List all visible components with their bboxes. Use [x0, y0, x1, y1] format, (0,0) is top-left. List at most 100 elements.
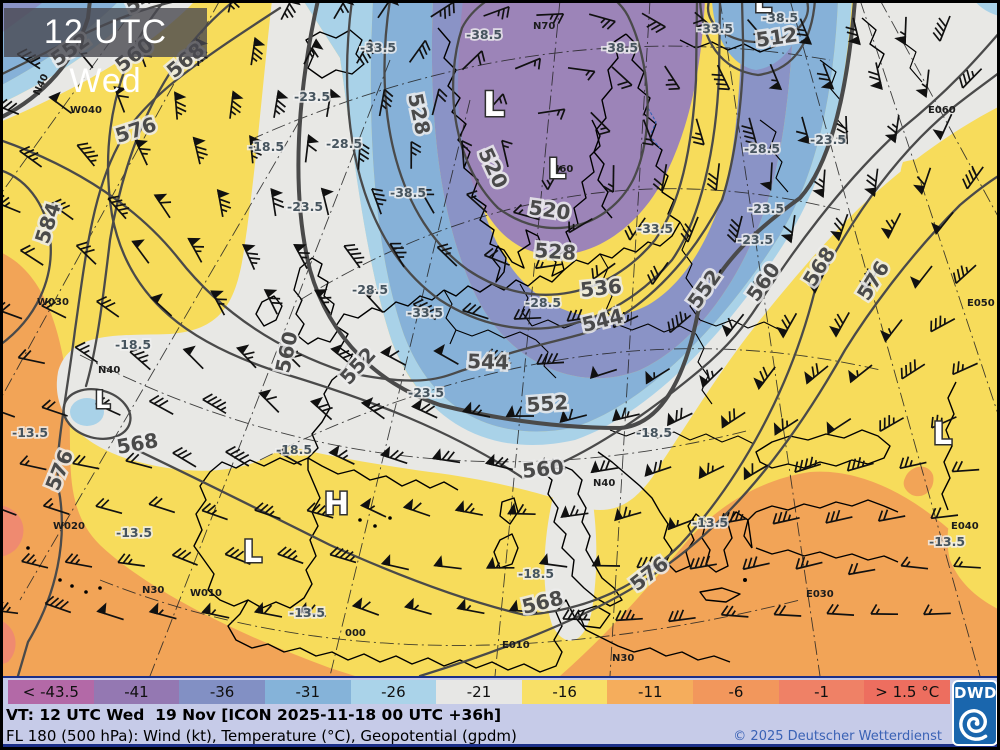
wind-barb [41, 399, 68, 417]
wind-barb [41, 298, 67, 319]
wind-barb [768, 63, 783, 91]
contour-label: 544 [467, 349, 510, 374]
wind-barb [614, 506, 642, 522]
grid-label: E060 [928, 105, 956, 116]
wind-barb [859, 266, 880, 293]
frame-top [0, 0, 1000, 3]
grid-label: N30 [612, 653, 634, 664]
wind-barb [216, 189, 232, 218]
wind-barb [667, 407, 693, 427]
wind-barb [923, 604, 951, 616]
temp-label: -28.5 [352, 282, 388, 297]
wind-barb [412, 298, 437, 321]
wind-barb [826, 603, 855, 616]
temp-label: -28.5 [326, 136, 362, 151]
grid-label: W040 [70, 105, 102, 116]
wind-barb [746, 19, 767, 44]
geopotential-contours-layer [0, 0, 1000, 676]
wind-barb [0, 498, 17, 516]
wind-barb [880, 319, 903, 343]
wind-barb [560, 505, 589, 518]
wind-barb [48, 91, 73, 114]
wind-barb [719, 510, 747, 525]
wind-barb [742, 556, 770, 571]
wind-barb [402, 498, 431, 517]
wind-barb [328, 445, 355, 465]
wind-barb [689, 555, 717, 570]
temp-label: -28.5 [744, 141, 780, 156]
wind-barb [514, 57, 542, 70]
wind-barb [825, 509, 853, 524]
wind-barb [877, 509, 906, 522]
wind-barb [512, 204, 540, 221]
temp-label: -23.5 [737, 232, 773, 247]
wind-barb [962, 165, 984, 190]
low-center-marker: L [95, 386, 110, 414]
legend-bin: > 1.5 °C [864, 680, 951, 704]
footer-level-description: FL 180 (500 hPa): Wind (kt), Temperature… [6, 727, 517, 745]
wind-barb [258, 389, 280, 413]
wind-barb [253, 602, 283, 618]
wind-barb [431, 88, 448, 116]
wind-barb [436, 243, 458, 267]
wind-barb [812, 169, 826, 199]
legend-bin: -41 [93, 680, 180, 704]
wind-barb [359, 497, 387, 518]
wind-barb [706, 163, 721, 191]
temp-label: -23.5 [294, 89, 330, 104]
wind-barb [588, 13, 616, 30]
wind-barb [148, 496, 176, 514]
low-center-marker: L [483, 85, 505, 125]
wind-barb [624, 217, 646, 241]
wind-barb [505, 405, 535, 418]
wind-barb [430, 1, 455, 19]
wind-barb [96, 295, 120, 318]
copyright-notice: © 2025 Deutscher Wetterdienst [733, 729, 942, 744]
wind-barb [433, 344, 459, 365]
wind-barb [701, 269, 722, 295]
wind-barb [279, 343, 302, 368]
wind-barb [910, 265, 933, 289]
temp-label: -23.5 [748, 201, 784, 216]
wind-barb [664, 65, 681, 91]
wind-barb [642, 119, 655, 146]
wind-barb [562, 609, 591, 621]
wind-barb [537, 108, 566, 120]
wind-barb [794, 18, 813, 45]
wind-barb [692, 11, 717, 35]
graticule-layer [0, 0, 1000, 676]
wind-barb [456, 598, 485, 615]
wind-barb [351, 597, 380, 616]
wind-barb [96, 602, 124, 621]
wind-barb [330, 343, 354, 367]
wind-barb [201, 602, 230, 619]
wind-barb [691, 118, 705, 146]
legend-bin: -36 [179, 680, 265, 704]
wind-barb [201, 502, 228, 521]
wind-barb [711, 64, 731, 91]
wind-barb [743, 463, 769, 481]
wind-barb [320, 187, 334, 216]
dwd-logo-label: DWD [954, 684, 997, 702]
wind-barb [826, 417, 852, 435]
low-center-marker: L [243, 535, 262, 570]
footer-valid-time: VT: 12 UTC Wed 19 Nov [ICON 2025-11-18 0… [6, 706, 502, 724]
wind-barb [612, 312, 639, 329]
wind-barb [483, 247, 510, 266]
wind-barb [568, 217, 593, 234]
wind-barb [829, 311, 850, 338]
wind-barb [172, 446, 197, 468]
wind-barb [380, 554, 409, 571]
wind-barb [807, 267, 828, 294]
wind-barb [794, 456, 822, 474]
temperature-fill-layer [0, 0, 1000, 676]
wind-barb [408, 39, 431, 63]
wind-barb [951, 460, 980, 473]
wind-barb [752, 268, 775, 294]
wind-barb [870, 603, 899, 616]
wind-barb [932, 113, 953, 141]
temp-label: -38.5 [762, 10, 798, 25]
wind-barb [153, 193, 172, 219]
wind-barb [403, 597, 432, 616]
legend-bin: -21 [436, 680, 522, 704]
